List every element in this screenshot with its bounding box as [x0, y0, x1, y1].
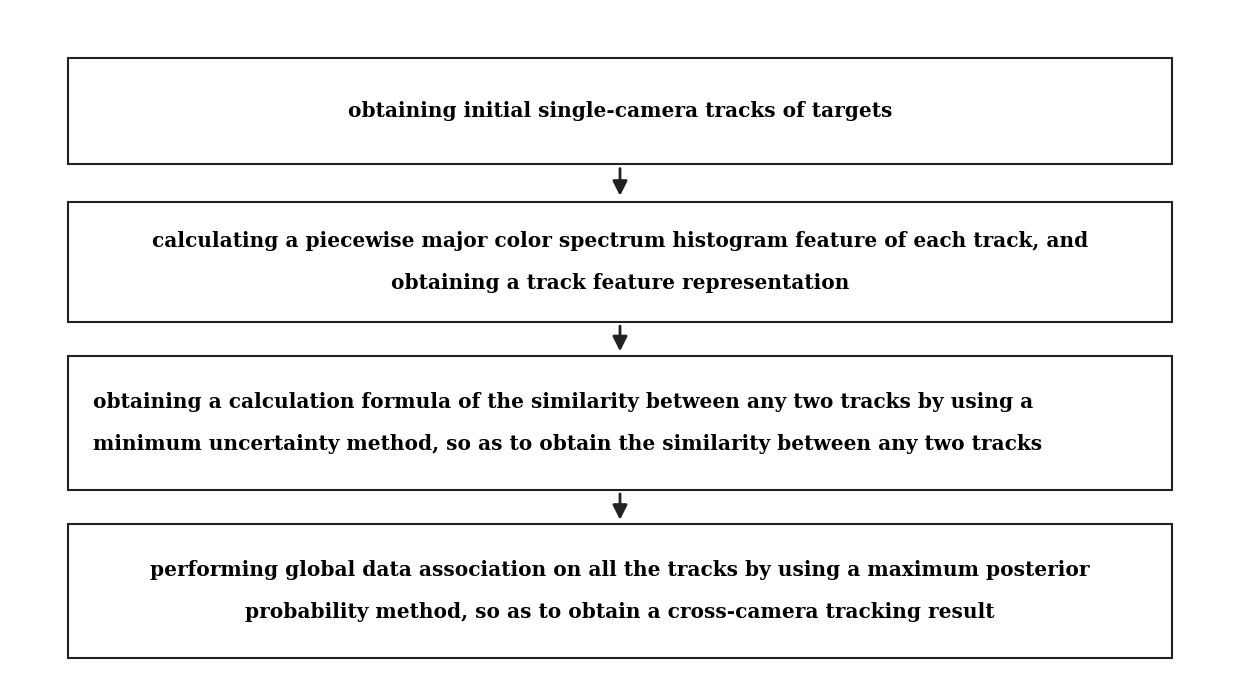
FancyBboxPatch shape	[68, 58, 1172, 164]
FancyBboxPatch shape	[68, 356, 1172, 490]
FancyBboxPatch shape	[68, 202, 1172, 322]
FancyBboxPatch shape	[68, 524, 1172, 658]
Text: obtaining initial single-camera tracks of targets: obtaining initial single-camera tracks o…	[347, 101, 893, 121]
Text: obtaining a track feature representation: obtaining a track feature representation	[391, 273, 849, 293]
Text: calculating a piecewise major color spectrum histogram feature of each track, an: calculating a piecewise major color spec…	[151, 231, 1089, 251]
Text: performing global data association on all the tracks by using a maximum posterio: performing global data association on al…	[150, 560, 1090, 580]
Text: obtaining a calculation formula of the similarity between any two tracks by usin: obtaining a calculation formula of the s…	[93, 392, 1033, 412]
Text: probability method, so as to obtain a cross-camera tracking result: probability method, so as to obtain a cr…	[246, 602, 994, 622]
Text: minimum uncertainty method, so as to obtain the similarity between any two track: minimum uncertainty method, so as to obt…	[93, 434, 1042, 454]
